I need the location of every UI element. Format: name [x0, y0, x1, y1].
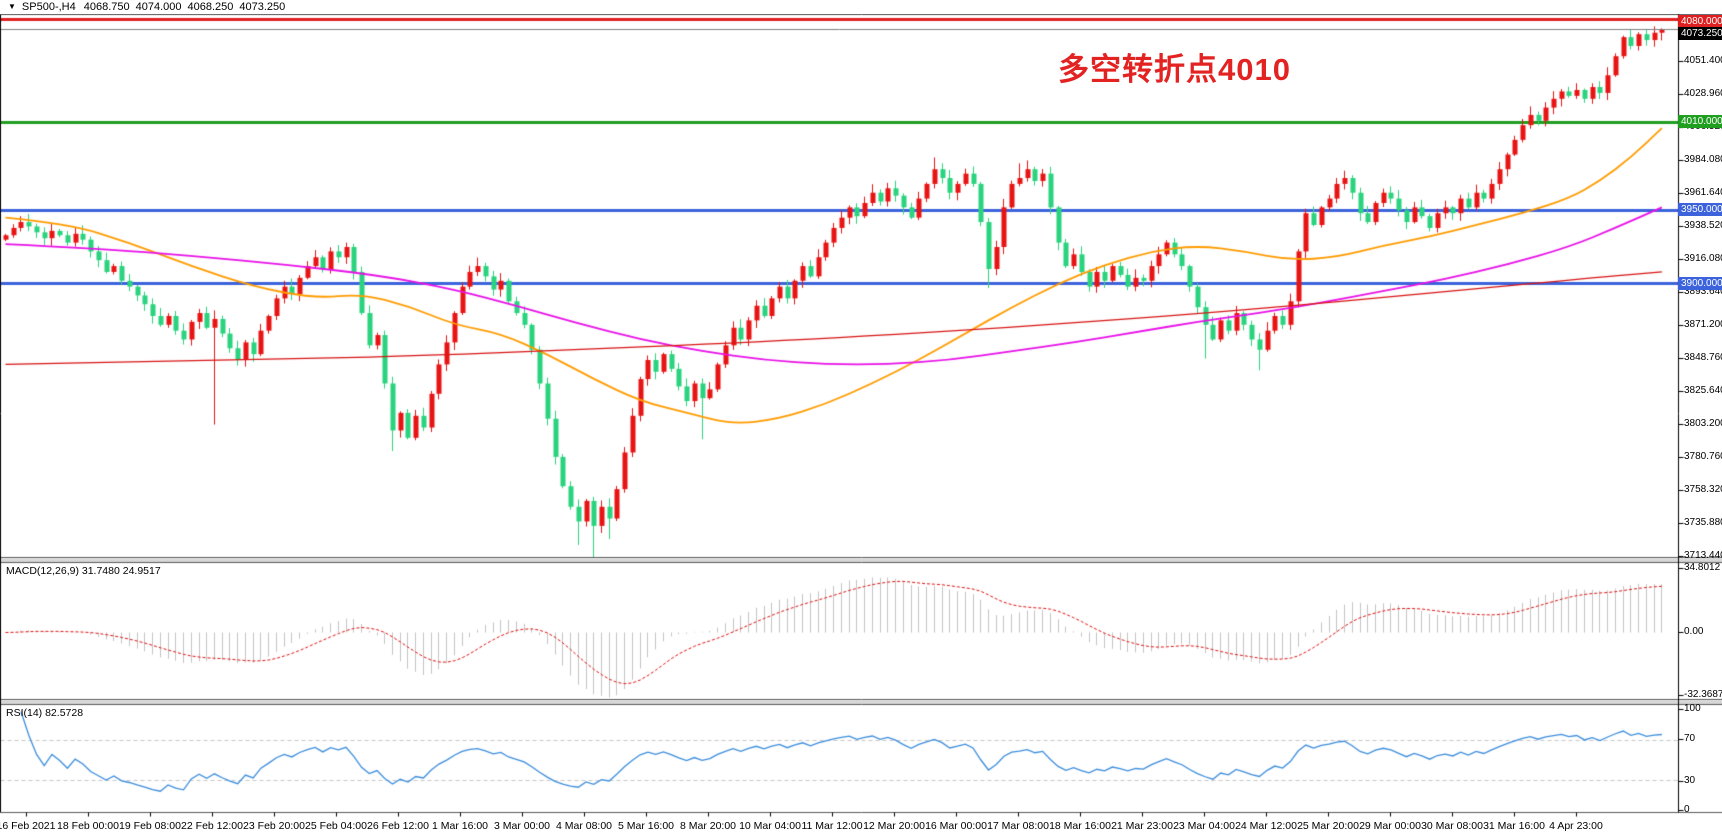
time-axis-label: 23 Feb 20:00	[243, 820, 305, 832]
price-axis-label: 3713.440	[1684, 550, 1722, 561]
time-axis-label: 26 Feb 12:00	[367, 820, 429, 832]
support-price-tag-3950[interactable]: 3950.000	[1678, 203, 1722, 216]
chart-annotation-text[interactable]: 多空转折点4010	[1058, 52, 1291, 87]
rsi-axis-100: 100	[1684, 703, 1701, 714]
time-axis-label: 8 Mar 20:00	[679, 820, 737, 832]
time-axis-label: 5 Mar 16:00	[617, 820, 675, 832]
macd-indicator-label: MACD(12,26,9) 31.7480 24.9517	[6, 565, 161, 577]
symbol-title: SP500-,H4	[21, 1, 76, 13]
rsi-axis-30: 30	[1684, 775, 1696, 786]
pivot-price-tag[interactable]: 4010.000	[1678, 115, 1722, 128]
price-axis-label: 3916.080	[1684, 253, 1722, 264]
time-axis-label: 22 Feb 12:00	[181, 820, 243, 832]
chart-topbar: ▼ SP500-,H4 4068.750 4074.000 4068.250 4073.2…	[0, 0, 1722, 14]
time-axis-label: 23 Mar 04:00	[1173, 820, 1235, 832]
rsi-axis-0: 0	[1684, 804, 1690, 815]
time-axis-label: 3 Mar 00:00	[493, 820, 551, 832]
time-axis-label: 21 Mar 23:00	[1111, 820, 1173, 832]
symbol-dropdown-icon[interactable]: ▼	[8, 2, 16, 11]
ohlc-high: 4074.000	[135, 1, 182, 13]
time-axis-label: 31 Mar 16:00	[1483, 820, 1545, 832]
time-axis-label: 17 Mar 08:00	[987, 820, 1049, 832]
current-price-tag: 4073.250	[1678, 27, 1722, 40]
time-axis-label: 4 Apr 23:00	[1549, 820, 1603, 832]
macd-axis-zero: 0.00	[1684, 626, 1704, 637]
time-axis-label: 19 Feb 08:00	[119, 820, 181, 832]
price-axis-label: 3961.640	[1684, 187, 1722, 198]
price-axis-label: 3848.760	[1684, 352, 1722, 363]
time-axis-label: 1 Mar 16:00	[431, 820, 489, 832]
time-axis-label: 4 Mar 08:00	[555, 820, 613, 832]
rsi-indicator-label: RSI(14) 82.5728	[6, 707, 84, 719]
price-axis-label: 3871.200	[1684, 319, 1722, 330]
price-axis-label: 3893.640	[1684, 286, 1722, 297]
price-axis-label: 3780.760	[1684, 451, 1722, 462]
price-axis-label: 3825.640	[1684, 385, 1722, 396]
ohlc-low: 4068.250	[187, 1, 234, 13]
time-axis-label: 12 Mar 20:00	[863, 820, 925, 832]
time-axis-label: 18 Feb 00:00	[57, 820, 119, 832]
price-axis-label: 3938.520	[1684, 220, 1722, 231]
time-axis-label: 11 Mar 12:00	[801, 820, 863, 832]
time-axis-label: 24 Mar 12:00	[1235, 820, 1297, 832]
rsi-axis-70: 70	[1684, 733, 1696, 744]
resistance-price-tag[interactable]: 4080.000	[1678, 15, 1722, 28]
time-axis-label: 29 Mar 00:00	[1359, 820, 1421, 832]
time-axis-label: 25 Feb 04:00	[305, 820, 367, 832]
time-axis-label: 18 Mar 16:00	[1049, 820, 1111, 832]
time-axis-label: 25 Mar 20:00	[1297, 820, 1359, 832]
time-axis-label: 30 Mar 08:00	[1421, 820, 1483, 832]
time-axis-label: 16 Mar 00:00	[925, 820, 987, 832]
macd-axis-min: -32.3687	[1684, 689, 1722, 700]
time-axis[interactable]: 16 Feb 2021 18 Feb 00:00 19 Feb 08:00 22 Fe…	[0, 813, 1722, 839]
price-axis-label: 4051.400	[1684, 55, 1722, 66]
price-axis-label: 3758.320	[1684, 484, 1722, 495]
price-axis-label: 3984.080	[1684, 154, 1722, 165]
price-axis-label: 3803.200	[1684, 418, 1722, 429]
price-axis-label: 4028.960	[1684, 88, 1722, 99]
time-axis-label: 10 Mar 04:00	[739, 820, 801, 832]
macd-axis-max: 34.8012	[1684, 562, 1721, 573]
time-axis-label: 16 Feb 2021	[0, 820, 56, 832]
price-axis-label: 3735.880	[1684, 517, 1722, 528]
support-price-tag-3900[interactable]: 3900.000	[1678, 277, 1722, 290]
ohlc-open: 4068.750	[83, 1, 130, 13]
ohlc-close: 4073.250	[239, 1, 286, 13]
